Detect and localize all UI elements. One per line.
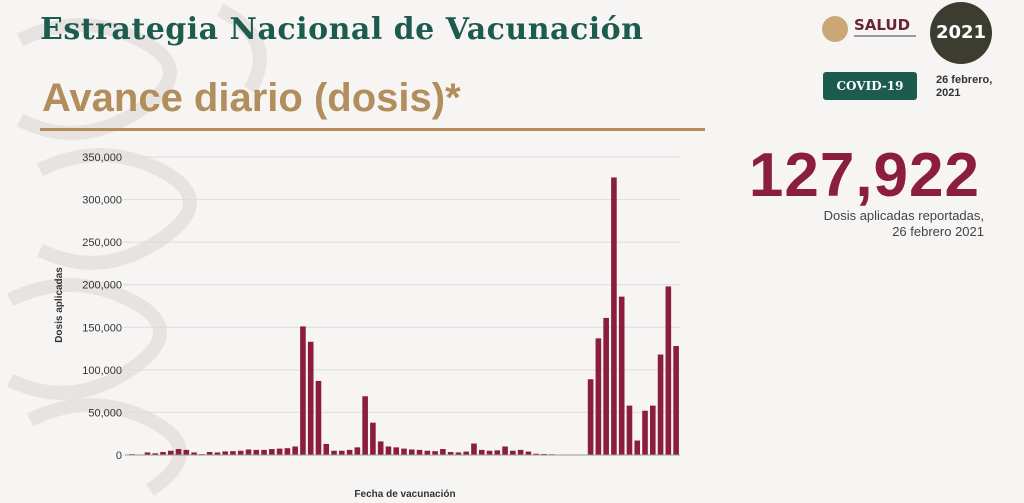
bar: [269, 449, 275, 455]
y-tick-label: 150,000: [82, 322, 122, 334]
bar: [385, 446, 392, 455]
y-axis-label: Dosis aplicadas: [54, 267, 65, 343]
y-tick-label: 300,000: [82, 195, 122, 207]
bar: [603, 317, 609, 455]
bar: [626, 405, 633, 455]
bar: [144, 452, 151, 455]
bar: [206, 452, 213, 455]
bar: [463, 451, 469, 455]
year-2021-seal: 2021: [930, 2, 992, 64]
bar: [634, 440, 641, 455]
report-date-line1: 26 febrero,: [936, 74, 993, 86]
bar: [595, 338, 602, 455]
bar: [167, 450, 174, 455]
bar: [587, 379, 594, 455]
bar: [253, 449, 260, 455]
bar: [160, 452, 166, 455]
bar: [478, 449, 485, 455]
bar: [618, 296, 625, 455]
bar: [502, 446, 508, 455]
bar: [237, 450, 244, 455]
bar: [300, 326, 306, 455]
bar: [175, 449, 182, 455]
salud-logo-underline: [854, 35, 916, 37]
bar: [331, 450, 337, 455]
bar: [362, 396, 368, 455]
bar: [339, 450, 345, 455]
bar: [541, 453, 547, 455]
report-date: 26 febrero, 2021: [936, 74, 1016, 100]
bar: [284, 448, 291, 455]
title-divider: [40, 128, 705, 131]
bar: [346, 449, 353, 455]
bar: [525, 451, 532, 455]
page-subtitle: Avance diario (dosis)*: [42, 76, 461, 120]
bar: [517, 449, 524, 455]
bar: [494, 450, 501, 455]
bar: [657, 354, 664, 455]
doses-caption: Dosis aplicadas reportadas, 26 febrero 2…: [784, 208, 984, 240]
bar: [401, 448, 407, 455]
bar: [377, 441, 384, 455]
bar: [432, 451, 438, 455]
page-title: Estrategia Nacional de Vacunación: [40, 12, 644, 47]
bar: [486, 450, 493, 455]
salud-logo-text: SALUD: [854, 16, 911, 34]
y-tick-label: 200,000: [82, 280, 122, 292]
bar: [307, 341, 314, 455]
x-axis-label: Fecha de vacunación: [354, 489, 455, 500]
y-tick-label: 350,000: [82, 152, 122, 164]
bar: [533, 453, 539, 455]
bar: [673, 346, 679, 455]
bar: [245, 449, 252, 455]
bar: [276, 448, 283, 455]
bar: [408, 449, 415, 455]
bar: [183, 449, 190, 455]
bar: [222, 451, 228, 455]
doses-caption-line2: 26 febrero 2021: [892, 224, 984, 239]
doses-total-value: 127,922: [748, 141, 980, 210]
bar: [370, 422, 376, 455]
doses-caption-line1: Dosis aplicadas reportadas,: [823, 208, 984, 223]
y-tick-label: 250,000: [82, 237, 122, 249]
bar: [393, 447, 400, 455]
bar: [471, 443, 477, 455]
bar: [292, 446, 298, 455]
y-tick-label: 0: [116, 450, 122, 462]
bar: [152, 453, 159, 455]
covid-badge: COVID-19: [823, 72, 917, 100]
salud-emblem-icon: [822, 16, 848, 42]
bar: [455, 452, 462, 455]
bar: [214, 452, 221, 455]
y-tick-label: 50,000: [88, 407, 122, 419]
y-tick-label: 100,000: [82, 365, 122, 377]
bar: [354, 447, 361, 455]
bar: [261, 449, 267, 455]
salud-logo: SALUD: [822, 14, 922, 44]
bar: [510, 450, 516, 455]
bar: [440, 449, 446, 455]
bar: [230, 451, 236, 455]
bar: [323, 443, 330, 455]
bar: [424, 450, 431, 455]
bar: [315, 380, 322, 455]
report-date-line2: 2021: [936, 87, 961, 99]
bar: [665, 286, 672, 455]
bar: [191, 452, 197, 455]
bar: [642, 410, 648, 455]
bar: [649, 405, 656, 455]
bar: [447, 452, 454, 455]
bar: [416, 449, 423, 455]
bar: [611, 177, 617, 455]
